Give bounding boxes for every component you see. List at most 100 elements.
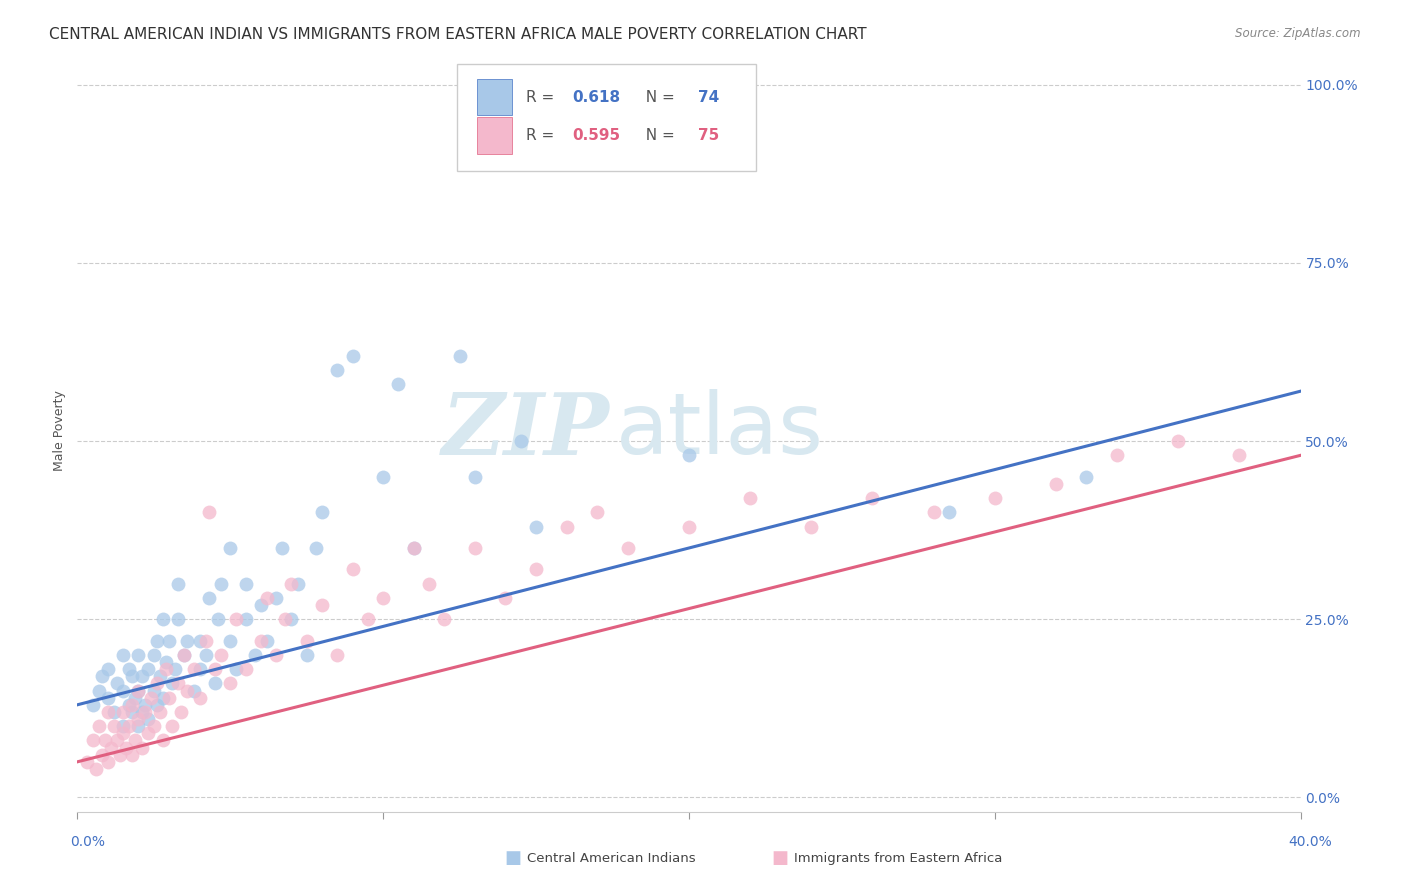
Point <box>152 690 174 705</box>
Point <box>97 755 120 769</box>
Point <box>131 705 153 719</box>
Point <box>146 633 169 648</box>
Point <box>160 719 183 733</box>
Point <box>555 519 578 533</box>
Point <box>938 505 960 519</box>
Point <box>176 633 198 648</box>
Point <box>142 719 165 733</box>
Point <box>118 698 141 712</box>
Point <box>124 690 146 705</box>
Point <box>617 541 640 555</box>
Point <box>495 591 517 605</box>
Point <box>326 363 349 377</box>
Text: R =: R = <box>526 89 560 104</box>
Point <box>862 491 884 505</box>
Point <box>105 733 128 747</box>
Point <box>118 662 141 676</box>
Point <box>87 683 110 698</box>
Point <box>97 690 120 705</box>
Point <box>131 740 153 755</box>
Point <box>136 662 159 676</box>
Point <box>305 541 328 555</box>
Point <box>311 598 333 612</box>
Point <box>250 598 273 612</box>
FancyBboxPatch shape <box>477 78 512 115</box>
Point <box>142 648 165 662</box>
Point <box>509 434 531 448</box>
Point <box>121 705 143 719</box>
Text: ZIP: ZIP <box>441 389 609 472</box>
Point <box>225 612 247 626</box>
Point <box>207 612 229 626</box>
Point <box>724 113 747 128</box>
Point <box>100 740 122 755</box>
Point <box>449 349 471 363</box>
Text: R =: R = <box>526 128 560 143</box>
Point <box>94 733 117 747</box>
Point <box>1167 434 1189 448</box>
Point <box>84 762 107 776</box>
Point <box>256 633 278 648</box>
FancyBboxPatch shape <box>457 64 756 171</box>
Point <box>194 648 217 662</box>
Text: 74: 74 <box>697 89 718 104</box>
Point <box>264 591 287 605</box>
Point <box>82 698 104 712</box>
Point <box>326 648 349 662</box>
Point <box>112 705 135 719</box>
Point <box>280 612 302 626</box>
Point <box>342 349 364 363</box>
Point <box>160 676 183 690</box>
Point <box>204 676 226 690</box>
Point <box>922 505 945 519</box>
Point <box>134 705 156 719</box>
Point <box>225 662 247 676</box>
Point <box>112 648 135 662</box>
Point <box>157 690 180 705</box>
Point <box>433 612 456 626</box>
Point <box>139 690 162 705</box>
Point <box>274 612 297 626</box>
Point <box>800 519 823 533</box>
Point <box>121 747 143 762</box>
Point <box>146 698 169 712</box>
Point <box>167 612 190 626</box>
Point <box>219 676 242 690</box>
Point <box>586 505 609 519</box>
Point <box>280 576 302 591</box>
Point <box>127 712 149 726</box>
Point <box>167 576 190 591</box>
Point <box>250 633 273 648</box>
Text: Source: ZipAtlas.com: Source: ZipAtlas.com <box>1236 27 1361 40</box>
Point <box>131 669 153 683</box>
Point <box>149 705 172 719</box>
Text: 0.618: 0.618 <box>572 89 621 104</box>
Point <box>152 733 174 747</box>
Point <box>136 726 159 740</box>
Point <box>1076 469 1098 483</box>
Point <box>209 576 232 591</box>
Point <box>112 683 135 698</box>
Point <box>124 733 146 747</box>
Point <box>464 469 486 483</box>
Point <box>173 648 195 662</box>
Point <box>173 648 195 662</box>
Point <box>136 712 159 726</box>
Point <box>219 633 242 648</box>
Text: Central American Indians: Central American Indians <box>527 852 696 864</box>
Point <box>357 612 380 626</box>
Y-axis label: Male Poverty: Male Poverty <box>53 390 66 471</box>
Point <box>127 648 149 662</box>
Point <box>108 747 131 762</box>
Text: 40.0%: 40.0% <box>1288 835 1333 848</box>
Point <box>127 719 149 733</box>
Point <box>235 576 257 591</box>
Point <box>146 676 169 690</box>
Text: CENTRAL AMERICAN INDIAN VS IMMIGRANTS FROM EASTERN AFRICA MALE POVERTY CORRELATI: CENTRAL AMERICAN INDIAN VS IMMIGRANTS FR… <box>49 27 868 42</box>
Point <box>121 669 143 683</box>
Point <box>1229 448 1251 462</box>
Point <box>90 747 112 762</box>
Point <box>464 541 486 555</box>
Point <box>243 648 266 662</box>
Point <box>209 648 232 662</box>
